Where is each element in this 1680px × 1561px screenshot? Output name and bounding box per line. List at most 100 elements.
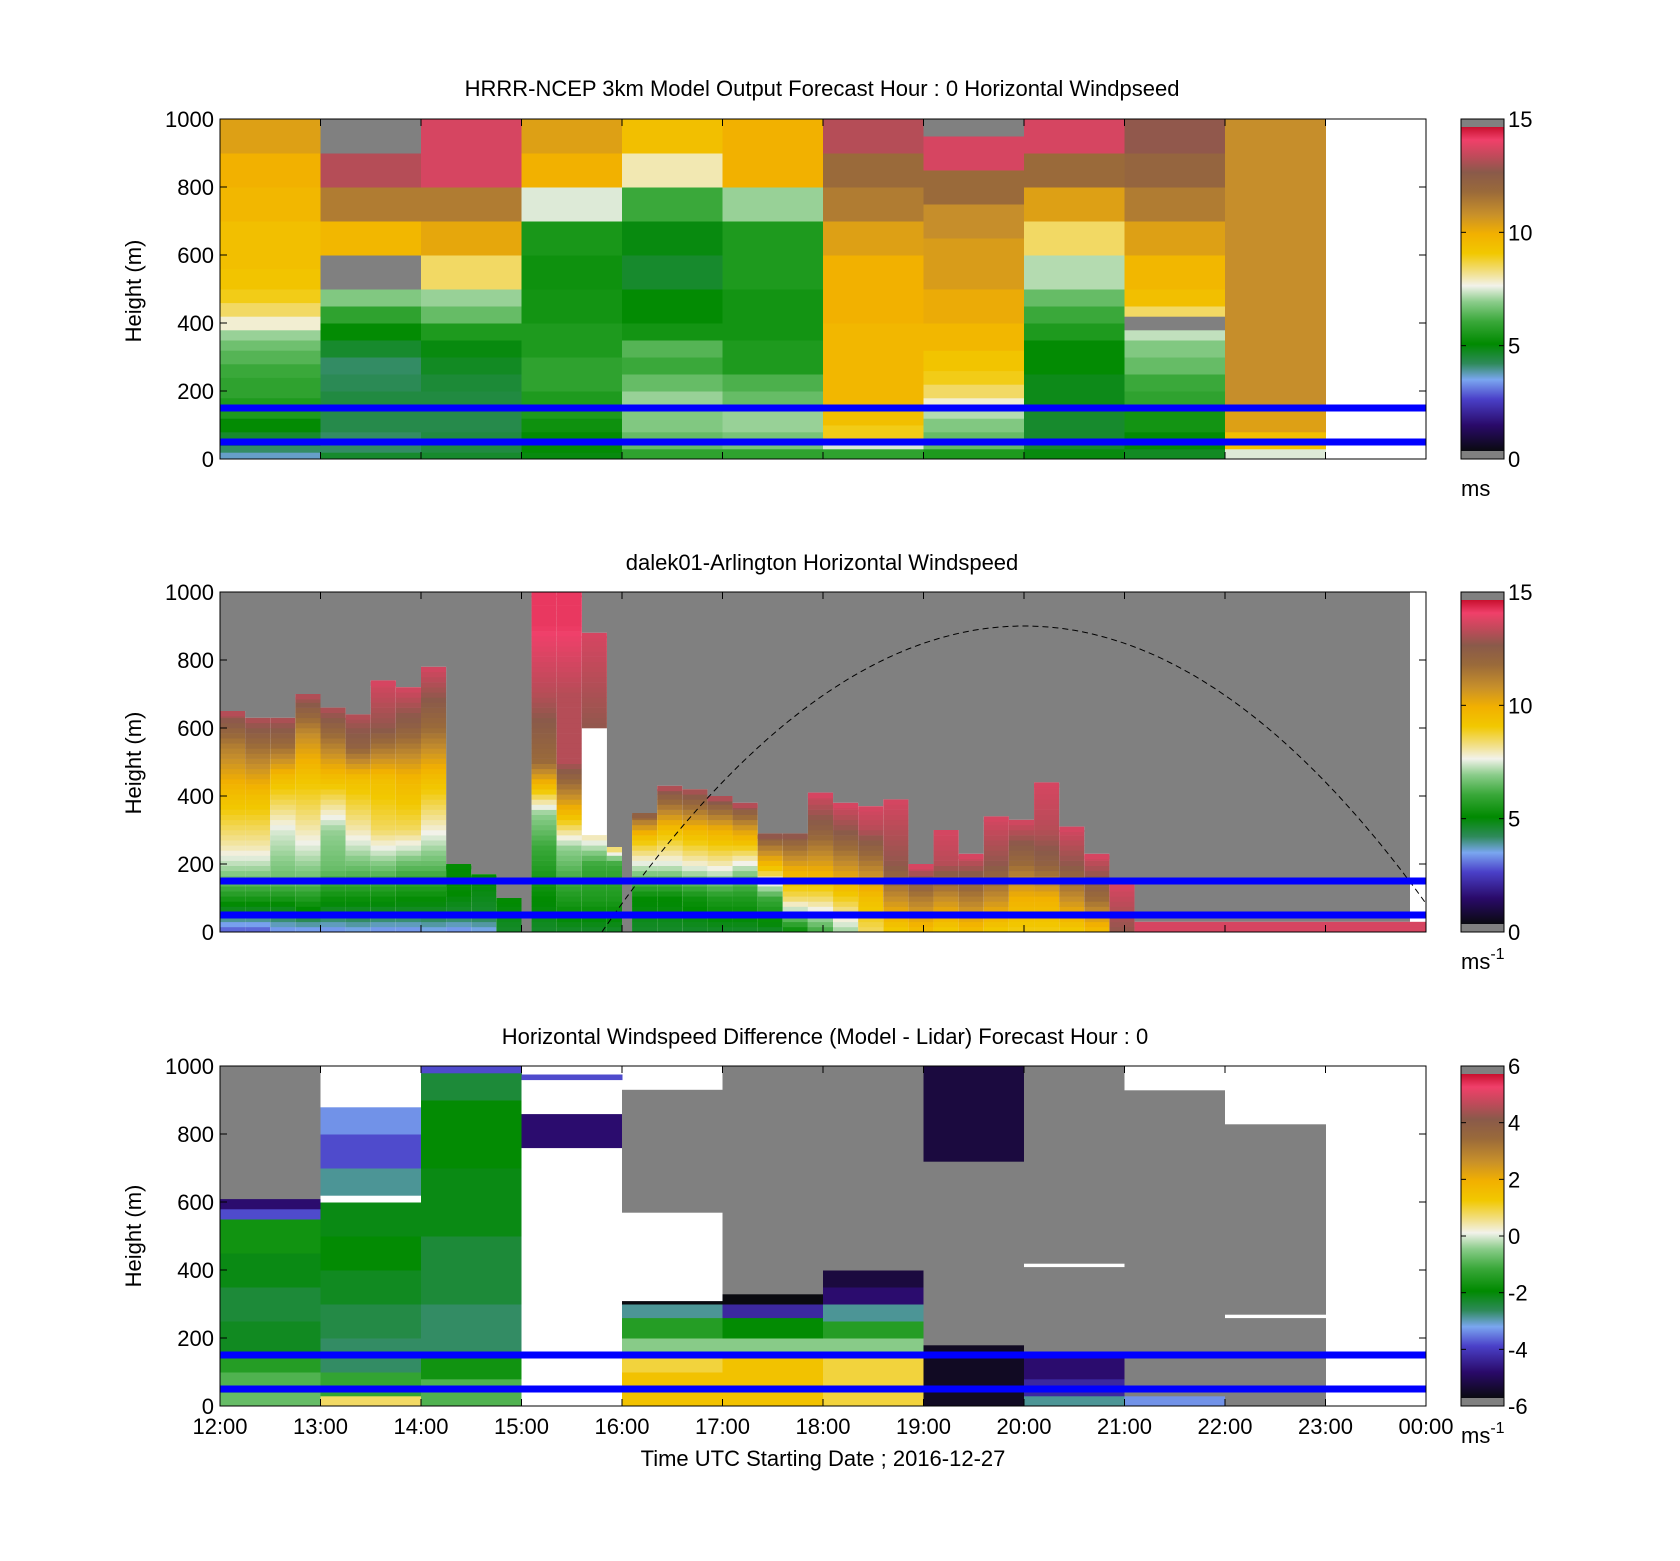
heatmap-cell — [345, 886, 371, 892]
heatmap-cell — [370, 717, 396, 724]
heatmap-cell — [556, 850, 582, 856]
heatmap-cell — [1008, 865, 1035, 872]
heatmap-cell — [958, 901, 984, 907]
heatmap-cell — [983, 824, 1009, 831]
heatmap-cell — [320, 850, 346, 856]
heatmap-cell — [370, 748, 396, 754]
heatmap-cell — [270, 728, 296, 734]
heatmap-cell — [807, 799, 834, 805]
heatmap-cell — [983, 860, 1009, 866]
heatmap-cell — [471, 874, 497, 880]
heatmap-cell — [858, 901, 884, 907]
heatmap-cell — [722, 153, 824, 188]
heatmap-cell — [270, 870, 296, 877]
heatmap-cell — [320, 763, 346, 770]
heatmap-cell — [395, 773, 421, 780]
heatmap-cell — [370, 768, 396, 775]
y-tick-label: 600 — [177, 1190, 214, 1215]
heatmap-cell — [757, 870, 783, 877]
heatmap-cell — [657, 840, 683, 846]
heatmap-cell — [1008, 824, 1035, 831]
heatmap-cell — [556, 595, 582, 601]
heatmap-cell — [421, 840, 447, 846]
heatmap-cell — [707, 824, 733, 831]
heatmap-cell — [245, 717, 271, 724]
heatmap-cell — [220, 722, 246, 729]
heatmap-cell — [370, 804, 396, 810]
panel-lidar-ylabel: Height (m) — [121, 712, 146, 815]
heatmap-cell — [732, 830, 758, 836]
heatmap-cell — [220, 779, 246, 785]
heatmap-cell — [320, 784, 346, 790]
heatmap-cell — [370, 763, 396, 770]
heatmap-cell — [983, 891, 1009, 897]
heatmap-cell — [883, 926, 909, 933]
heatmap-cell — [807, 901, 834, 907]
heatmap-cell — [1008, 845, 1035, 851]
x-tick-label: 22:00 — [1197, 1414, 1252, 1439]
heatmap-cell — [421, 926, 447, 933]
heatmap-cell — [345, 714, 371, 720]
heatmap-cell — [556, 830, 582, 836]
heatmap-cell — [556, 697, 582, 703]
heatmap-cell — [622, 1304, 723, 1319]
heatmap-cell — [295, 865, 321, 872]
heatmap-cell — [622, 357, 723, 375]
heatmap-cell — [270, 901, 296, 907]
heatmap-cell — [858, 916, 884, 923]
heatmap-cell — [833, 926, 859, 933]
colorbar-tick-label: 0 — [1508, 447, 1520, 472]
x-tick-label: 13:00 — [293, 1414, 348, 1439]
heatmap-cell — [682, 886, 708, 892]
heatmap-cell — [707, 870, 733, 877]
heatmap-cell — [395, 763, 421, 770]
heatmap-cell — [823, 425, 924, 440]
heatmap-cell — [807, 921, 834, 928]
heatmap-cell — [833, 835, 859, 841]
heatmap-cell — [732, 901, 758, 907]
heatmap-cell — [370, 794, 396, 800]
heatmap-cell — [320, 323, 422, 341]
heatmap-cell — [556, 671, 582, 678]
heatmap-cell — [933, 921, 959, 928]
heatmap-cell — [823, 255, 924, 324]
heatmap-cell — [1124, 357, 1226, 375]
heatmap-cell — [395, 712, 421, 719]
heatmap-cell — [923, 384, 1025, 399]
heatmap-cell — [682, 850, 708, 856]
heatmap-cell — [833, 896, 859, 902]
heatmap-cell — [270, 891, 296, 897]
heatmap-cell — [320, 830, 346, 836]
heatmap-cell — [320, 733, 346, 739]
heatmap-cell — [923, 1161, 1025, 1346]
heatmap-cell — [421, 697, 447, 703]
heatmap-cell — [1225, 119, 1326, 409]
colorbar-gradient — [1461, 600, 1504, 924]
heatmap-cell — [1059, 845, 1085, 851]
heatmap-cell — [581, 926, 607, 933]
heatmap-cell — [370, 784, 396, 790]
heatmap-cell — [270, 896, 296, 902]
heatmap-cell — [858, 886, 884, 892]
heatmap-cell — [657, 901, 683, 907]
heatmap-cell — [1109, 901, 1135, 907]
heatmap-cell — [345, 824, 371, 831]
y-tick-label: 800 — [177, 175, 214, 200]
heatmap-cell — [395, 804, 421, 810]
heatmap-cell — [370, 860, 396, 866]
heatmap-cell — [370, 814, 396, 821]
heatmap-cell — [556, 702, 582, 708]
heatmap-cell — [320, 1066, 422, 1108]
heatmap-cell — [732, 906, 758, 912]
x-tick-label: 23:00 — [1298, 1414, 1353, 1439]
heatmap-cell — [1059, 926, 1085, 933]
heatmap-cell — [823, 1287, 924, 1305]
heatmap-cell — [295, 896, 321, 902]
heatmap-cell — [270, 768, 296, 775]
colorbar-unit-exponent: -1 — [1490, 1420, 1504, 1437]
heatmap-cell — [370, 845, 396, 851]
panel-model-yaxis: 0 200 400 600 800 1000 — [165, 107, 1426, 472]
heatmap-cell — [581, 722, 607, 729]
heatmap-cell — [421, 391, 522, 409]
heatmap-cell — [632, 830, 658, 836]
